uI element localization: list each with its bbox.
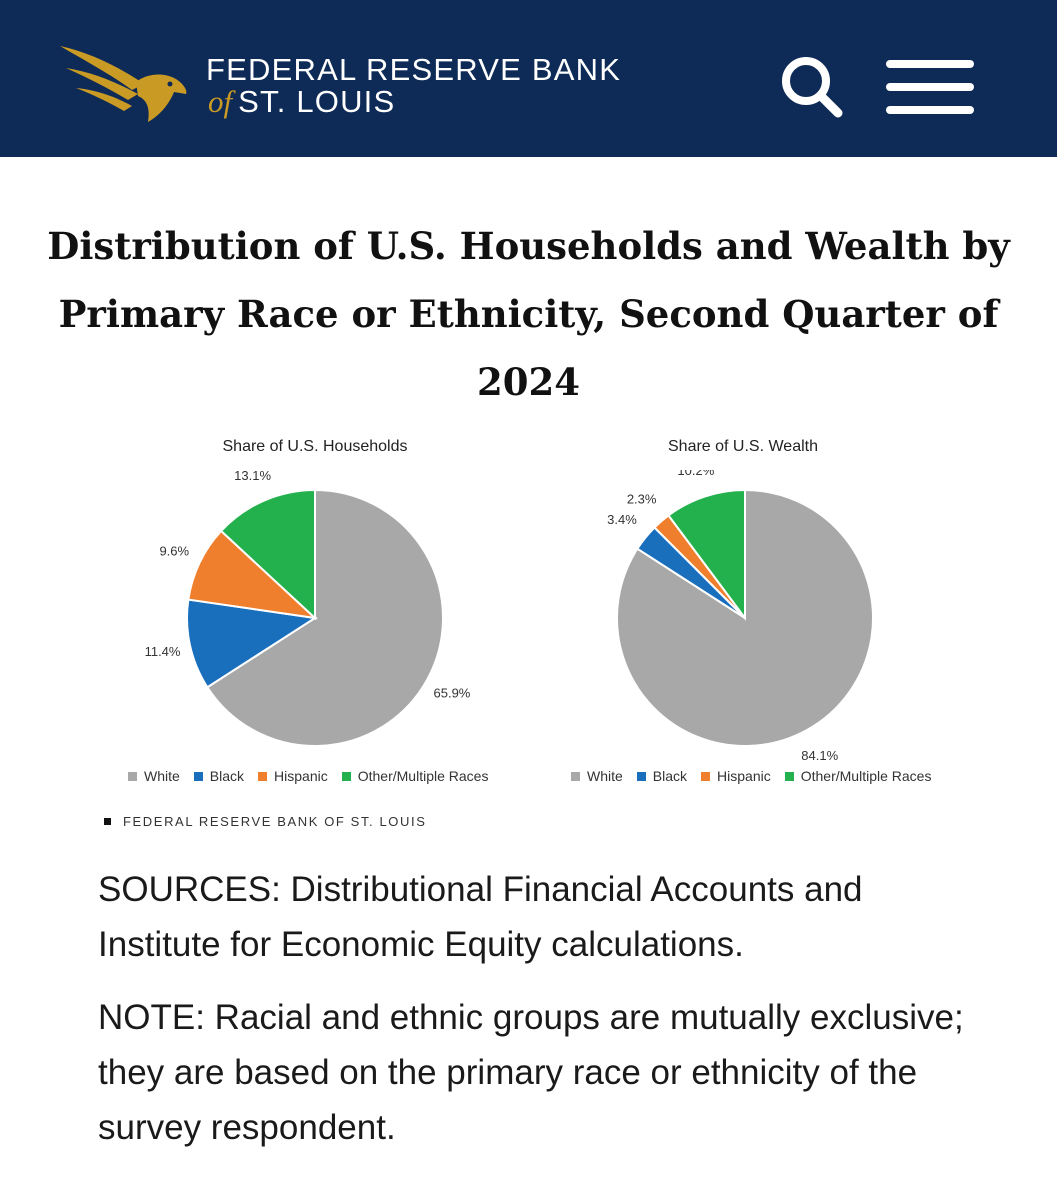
legend-swatch bbox=[784, 771, 794, 781]
legend-swatch bbox=[341, 771, 351, 781]
data-label-other: 10.2% bbox=[677, 470, 714, 478]
legend-item-other: Other/Multiple Races bbox=[784, 768, 932, 784]
brand-city: ST. LOUIS bbox=[238, 84, 396, 119]
credit-text: FEDERAL RESERVE BANK OF ST. LOUIS bbox=[123, 814, 427, 829]
legend-item-black: Black bbox=[636, 768, 688, 784]
households-legend: White Black Hispanic Other/Multiple Race… bbox=[128, 768, 488, 784]
legend-swatch bbox=[193, 771, 203, 781]
legend-item-hispanic: Hispanic bbox=[258, 768, 328, 784]
note-text: NOTE: Racial and ethnic groups are mutua… bbox=[98, 998, 964, 1147]
data-label-white: 65.9% bbox=[434, 686, 471, 701]
menu-bar bbox=[886, 106, 974, 114]
data-label-white: 84.1% bbox=[801, 748, 838, 763]
data-label-black: 11.4% bbox=[145, 644, 181, 659]
brand-of: of bbox=[208, 84, 233, 119]
pie-slice-hispanic bbox=[187, 529, 319, 620]
data-label-hispanic: 9.6% bbox=[159, 544, 189, 559]
pie-slice-other bbox=[219, 488, 316, 621]
pie-slice-other bbox=[667, 488, 746, 622]
legend-label: Black bbox=[652, 768, 688, 784]
brand-location[interactable]: of ST. LOUIS bbox=[208, 86, 395, 118]
legend-item-white: White bbox=[128, 768, 180, 784]
chart-title-households: Share of U.S. Households bbox=[222, 438, 408, 455]
page-title: Distribution of U.S. Households and Weal… bbox=[47, 224, 1010, 404]
legend-swatch bbox=[636, 771, 646, 781]
legend-label: White bbox=[144, 768, 180, 784]
legend-item-black: Black bbox=[193, 768, 245, 784]
pie-slice-black bbox=[186, 598, 318, 689]
legend-swatch bbox=[701, 771, 711, 781]
wealth-pie-chart: 84.1% 3.4% 2.3% 10.2% bbox=[607, 470, 874, 763]
sources-text: SOURCES: Distributional Financial Accoun… bbox=[98, 870, 863, 964]
legend-label: Other/Multiple Races bbox=[800, 768, 932, 784]
legend-swatch bbox=[128, 771, 137, 781]
eagle-logo-icon[interactable] bbox=[58, 40, 190, 128]
search-icon[interactable] bbox=[780, 55, 844, 119]
menu-bar bbox=[886, 83, 974, 91]
data-label-other: 13.1% bbox=[234, 470, 271, 483]
legend-label: Other/Multiple Races bbox=[357, 768, 489, 784]
legend-item-other: Other/Multiple Races bbox=[341, 768, 489, 784]
site-header: FEDERAL RESERVE BANK of ST. LOUIS bbox=[0, 0, 1057, 157]
legend-label: Black bbox=[209, 768, 245, 784]
wealth-legend: White Black Hispanic Other/Multiple Race… bbox=[571, 768, 931, 784]
legend-swatch bbox=[258, 771, 268, 781]
brand-name[interactable]: FEDERAL RESERVE BANK bbox=[206, 52, 622, 87]
legend-label: Hispanic bbox=[717, 768, 771, 784]
hamburger-menu-icon[interactable] bbox=[886, 58, 974, 116]
legend-label: White bbox=[587, 768, 623, 784]
chart-credit: FEDERAL RESERVE BANK OF ST. LOUIS bbox=[104, 814, 426, 829]
data-label-black: 3.4% bbox=[607, 512, 637, 527]
pie-slice-white bbox=[205, 488, 444, 747]
legend-swatch bbox=[571, 771, 580, 781]
legend-label: Hispanic bbox=[274, 768, 328, 784]
menu-bar bbox=[886, 60, 974, 68]
households-pie-chart: 65.9% 11.4% 9.6% 13.1% bbox=[145, 470, 471, 747]
chart-title-wealth: Share of U.S. Wealth bbox=[668, 438, 818, 455]
legend-item-hispanic: Hispanic bbox=[701, 768, 771, 784]
data-label-hispanic: 2.3% bbox=[627, 492, 657, 507]
credit-square-icon bbox=[104, 818, 111, 825]
legend-item-white: White bbox=[571, 768, 623, 784]
